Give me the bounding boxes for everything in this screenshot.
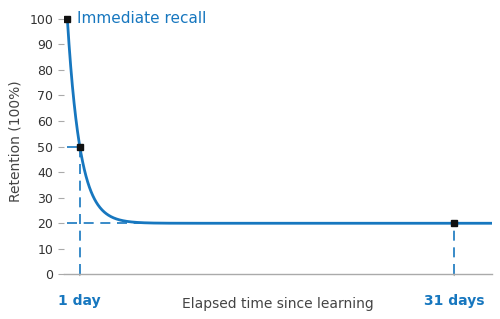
Text: 1 day: 1 day bbox=[58, 293, 101, 308]
Text: Immediate recall: Immediate recall bbox=[78, 11, 206, 26]
Y-axis label: Retention (100%): Retention (100%) bbox=[8, 81, 22, 202]
Text: 31 days: 31 days bbox=[424, 293, 484, 308]
X-axis label: Elapsed time since learning: Elapsed time since learning bbox=[182, 297, 374, 311]
